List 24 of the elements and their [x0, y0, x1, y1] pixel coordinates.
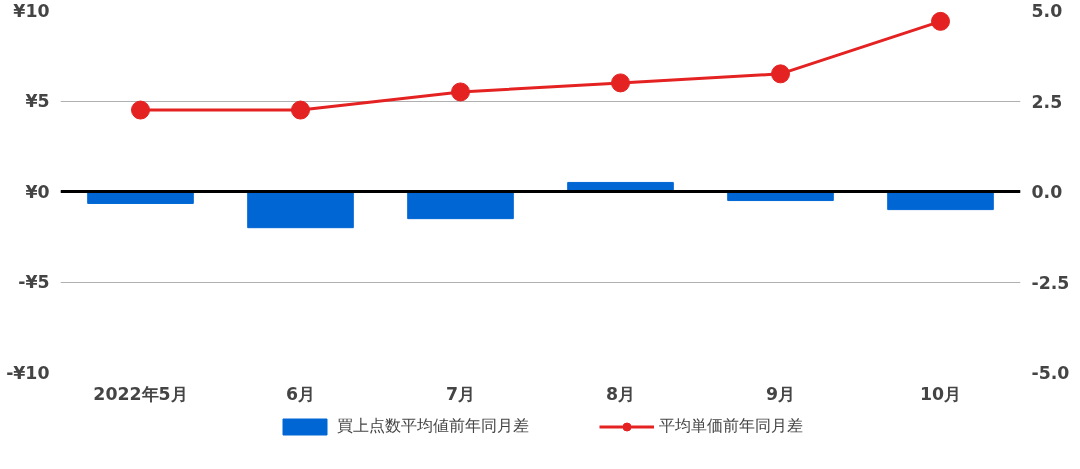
y2-tick-label: -5.0: [1031, 363, 1070, 383]
y-tick-label: ¥5: [25, 91, 50, 111]
y2-tick-label: 2.5: [1031, 91, 1063, 112]
legend-label: 平均単価前年同月差: [659, 415, 803, 437]
y-tick-label: -¥10: [6, 362, 50, 383]
y-tick-label: ¥10: [13, 0, 50, 21]
y-tick-label: -¥5: [18, 272, 50, 292]
x-tick-label: 7月: [445, 383, 476, 404]
y2-tick-label: 0.0: [1031, 182, 1063, 202]
x-tick-label: 8月: [605, 383, 636, 404]
point: [931, 11, 950, 31]
point: [451, 82, 470, 102]
legend-label: 買上点数平均値前年同月差: [337, 415, 529, 437]
y-tick-label: ¥0: [25, 181, 50, 202]
y2-tick-label: 5.0: [1031, 1, 1063, 21]
point: [291, 100, 310, 120]
point: [131, 100, 150, 120]
point: [771, 64, 790, 84]
x-tick-label: 10月: [919, 383, 962, 404]
x-tick-label: 6月: [285, 383, 316, 404]
x-tick-label: 9月: [765, 383, 796, 404]
x-tick-label: 2022年5月: [93, 383, 188, 404]
y2-tick-label: -2.5: [1031, 272, 1070, 293]
point: [611, 73, 630, 93]
